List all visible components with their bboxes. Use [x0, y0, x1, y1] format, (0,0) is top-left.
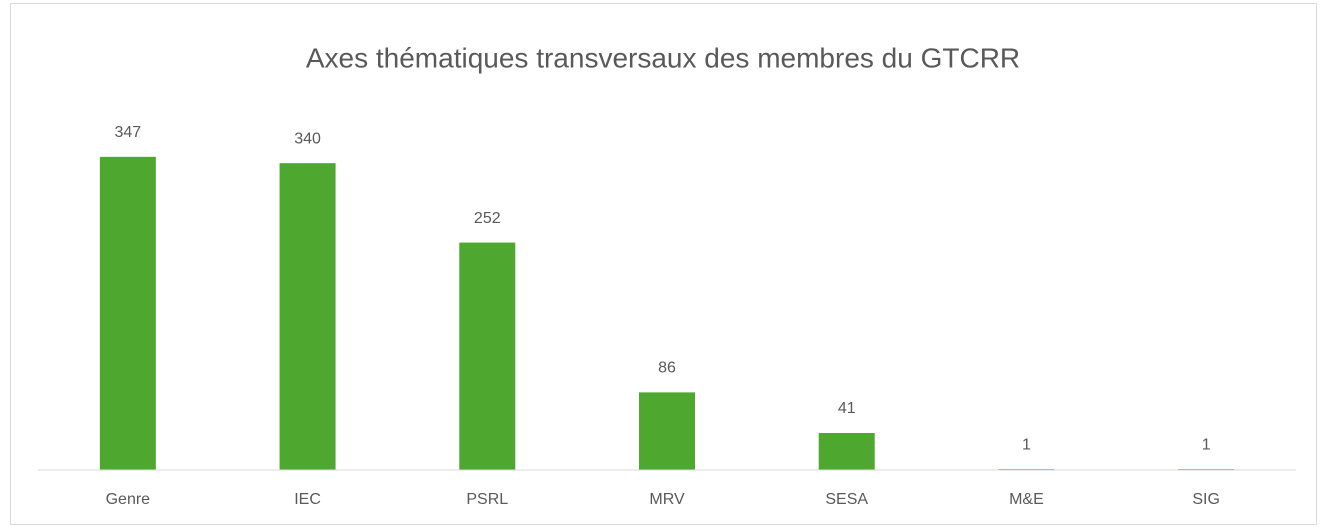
data-label: 340 — [294, 130, 321, 147]
data-label: 347 — [115, 124, 142, 141]
x-tick-label: MRV — [649, 491, 685, 508]
bar — [279, 163, 336, 470]
bar — [459, 242, 516, 470]
bar — [818, 432, 875, 470]
x-tick-label: PSRL — [466, 491, 508, 508]
bar — [639, 392, 695, 470]
data-label: 1 — [1022, 436, 1031, 453]
x-tick-label: SESA — [825, 491, 868, 508]
x-tick-label: IEC — [294, 491, 321, 508]
data-label: 1 — [1202, 436, 1211, 453]
chart-title: Axes thématiques transversaux des membre… — [306, 42, 1020, 73]
x-tick-label: Genre — [106, 491, 151, 508]
x-tick-label: SIG — [1192, 491, 1220, 508]
data-label: 86 — [658, 360, 676, 377]
data-label: 41 — [838, 400, 856, 417]
data-label: 252 — [474, 210, 501, 227]
bar — [99, 156, 156, 470]
x-tick-label: M&E — [1009, 491, 1044, 508]
